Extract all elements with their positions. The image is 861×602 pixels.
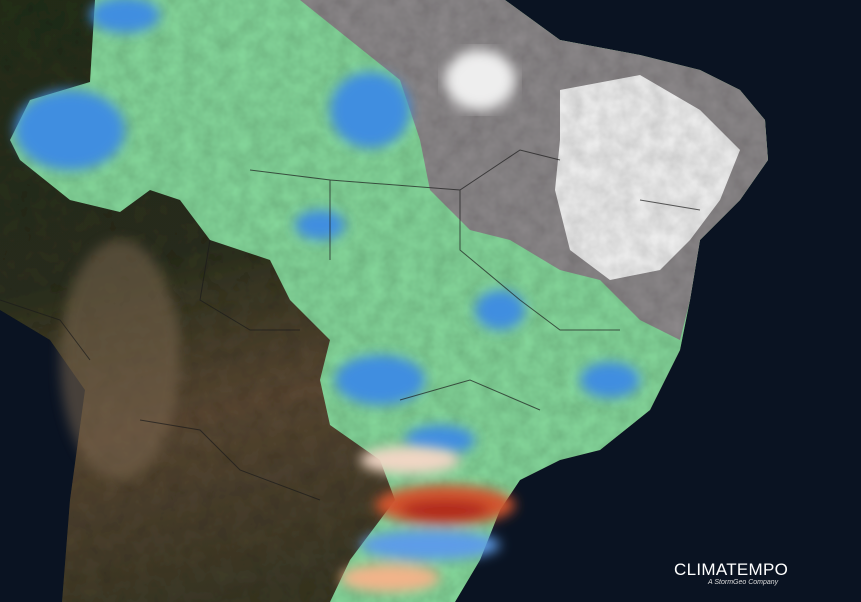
borders — [0, 149, 701, 501]
logo-tagline: A StormGeo Company — [708, 579, 779, 586]
logo-name: CLIMATEMPO — [674, 560, 789, 579]
very-dry-area — [555, 75, 740, 280]
very-dry-patch — [445, 50, 515, 110]
south-anomaly — [340, 446, 515, 592]
logo: CLIMATEMPO A StormGeo Company — [674, 560, 788, 586]
andes-relief — [60, 240, 180, 480]
